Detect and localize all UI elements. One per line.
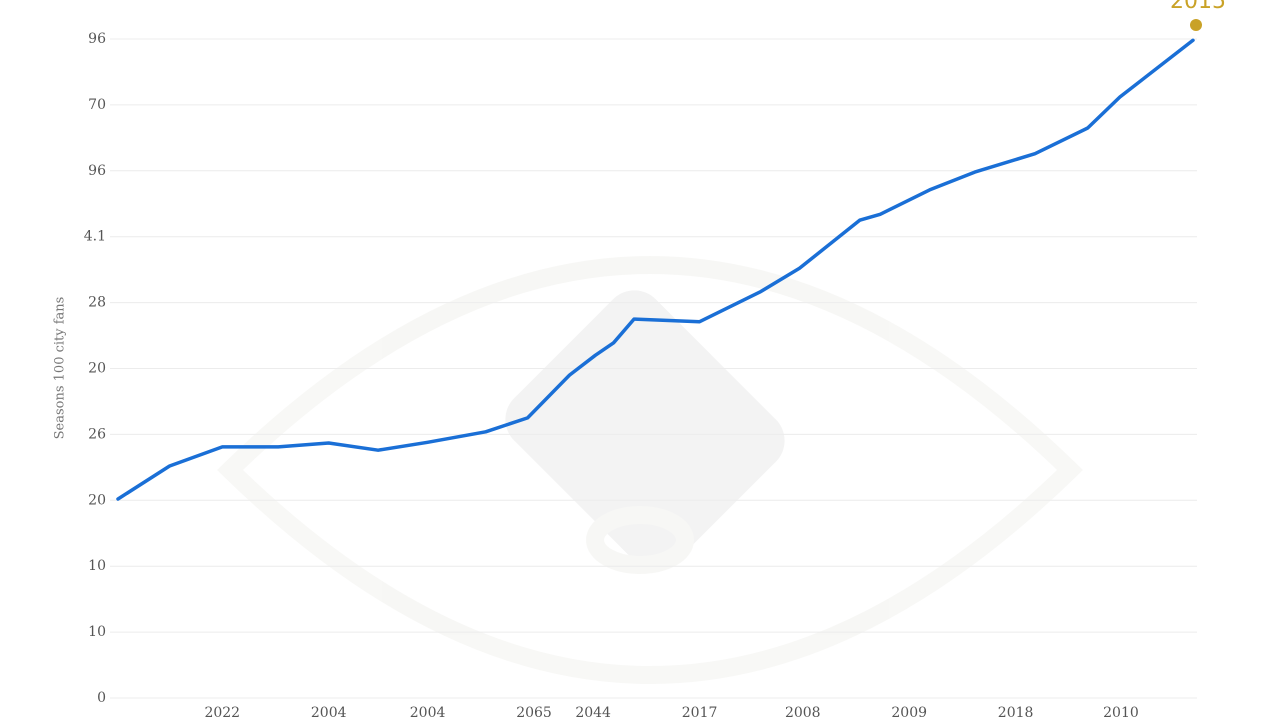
watermark-base	[586, 506, 694, 574]
marks	[116, 38, 1195, 501]
y-tick-label: 10	[88, 558, 106, 574]
watermark	[217, 256, 1083, 684]
annotation-dot	[1190, 19, 1202, 31]
watermark-diamond	[505, 290, 785, 570]
grid	[110, 38, 1197, 699]
x-tick-label: 2009	[891, 705, 927, 720]
y-tick-label: 96	[88, 163, 106, 179]
x-tick-label: 2018	[998, 705, 1034, 720]
y-tick-label: 20	[88, 361, 106, 377]
y-tick-label: 10	[88, 624, 106, 640]
y-tick-label: 0	[97, 690, 106, 706]
y-tick-label: 4.1	[84, 229, 106, 245]
y-tick-label: 28	[88, 295, 106, 311]
x-tick-label: 2022	[204, 705, 240, 720]
x-tick-label: 2065	[516, 705, 552, 720]
annotation: 2015	[1170, 0, 1226, 14]
data-line	[116, 38, 1195, 501]
watermark-shape	[217, 256, 1083, 684]
y-tick-label: 70	[88, 97, 106, 113]
x-tick-label: 2010	[1103, 705, 1139, 720]
x-tick-label: 2004	[410, 705, 446, 720]
y-axis-label: Seasons 100 city fans	[53, 297, 68, 440]
x-tick-label: 2044	[575, 705, 611, 720]
y-tick-label: 26	[88, 426, 106, 442]
x-tick-label: 2004	[311, 705, 347, 720]
y-tick-label: 20	[88, 492, 106, 508]
x-tick-label: 2008	[785, 705, 821, 720]
y-tick-label: 96	[88, 31, 106, 47]
x-tick-label: 2017	[682, 705, 718, 720]
